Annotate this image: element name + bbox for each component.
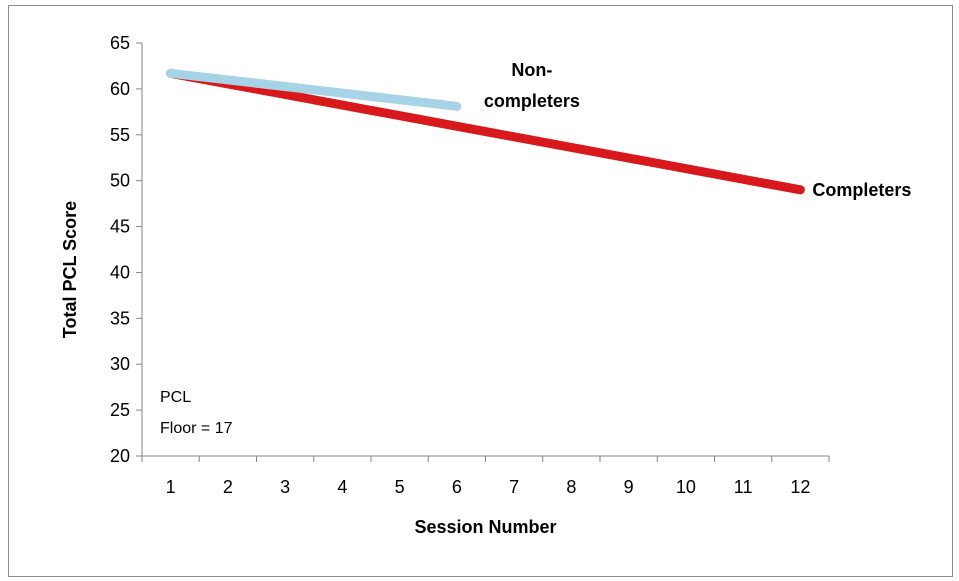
x-tick-label: 8 — [566, 477, 576, 497]
x-tick-label: 12 — [790, 477, 810, 497]
annotation-line-2: Floor = 17 — [160, 420, 233, 437]
x-tick-label: 3 — [280, 477, 290, 497]
x-tick-label: 11 — [734, 477, 753, 497]
y-tick-label: 50 — [110, 171, 130, 191]
series-label-completers: Completers — [812, 180, 911, 200]
y-tick-label: 60 — [110, 79, 130, 99]
series-label-non-completers-line-1: Non- — [511, 60, 552, 80]
y-tick-label: 25 — [110, 400, 130, 420]
chart-frame — [8, 5, 953, 577]
x-tick-label: 7 — [509, 477, 519, 497]
x-tick-label: 6 — [452, 477, 462, 497]
labels-layer: Completers Non-completers — [484, 60, 912, 200]
series-layer — [166, 68, 805, 195]
y-tick-label: 30 — [110, 354, 130, 374]
y-tick-label: 45 — [110, 217, 130, 237]
annotation-line-1: PCL — [160, 389, 191, 406]
y-tick-label: 35 — [110, 308, 130, 328]
x-tick-label: 2 — [223, 477, 233, 497]
y-tick-label: 55 — [110, 125, 130, 145]
x-tick-label: 10 — [676, 477, 696, 497]
y-tick-label: 65 — [110, 33, 130, 53]
y-tick-label: 40 — [110, 262, 130, 282]
x-tick-label: 5 — [395, 477, 405, 497]
x-axis-title: Session Number — [414, 517, 556, 537]
x-tick-label: 9 — [624, 477, 634, 497]
y-tick-label: 20 — [110, 446, 130, 466]
series-label-non-completers-line-2: completers — [484, 91, 580, 111]
x-tick-label: 4 — [337, 477, 347, 497]
y-axis-title: Total PCL Score — [60, 201, 80, 338]
non-completers-line — [166, 68, 462, 111]
completers-line — [166, 68, 805, 195]
x-tick-label: 1 — [166, 477, 176, 497]
